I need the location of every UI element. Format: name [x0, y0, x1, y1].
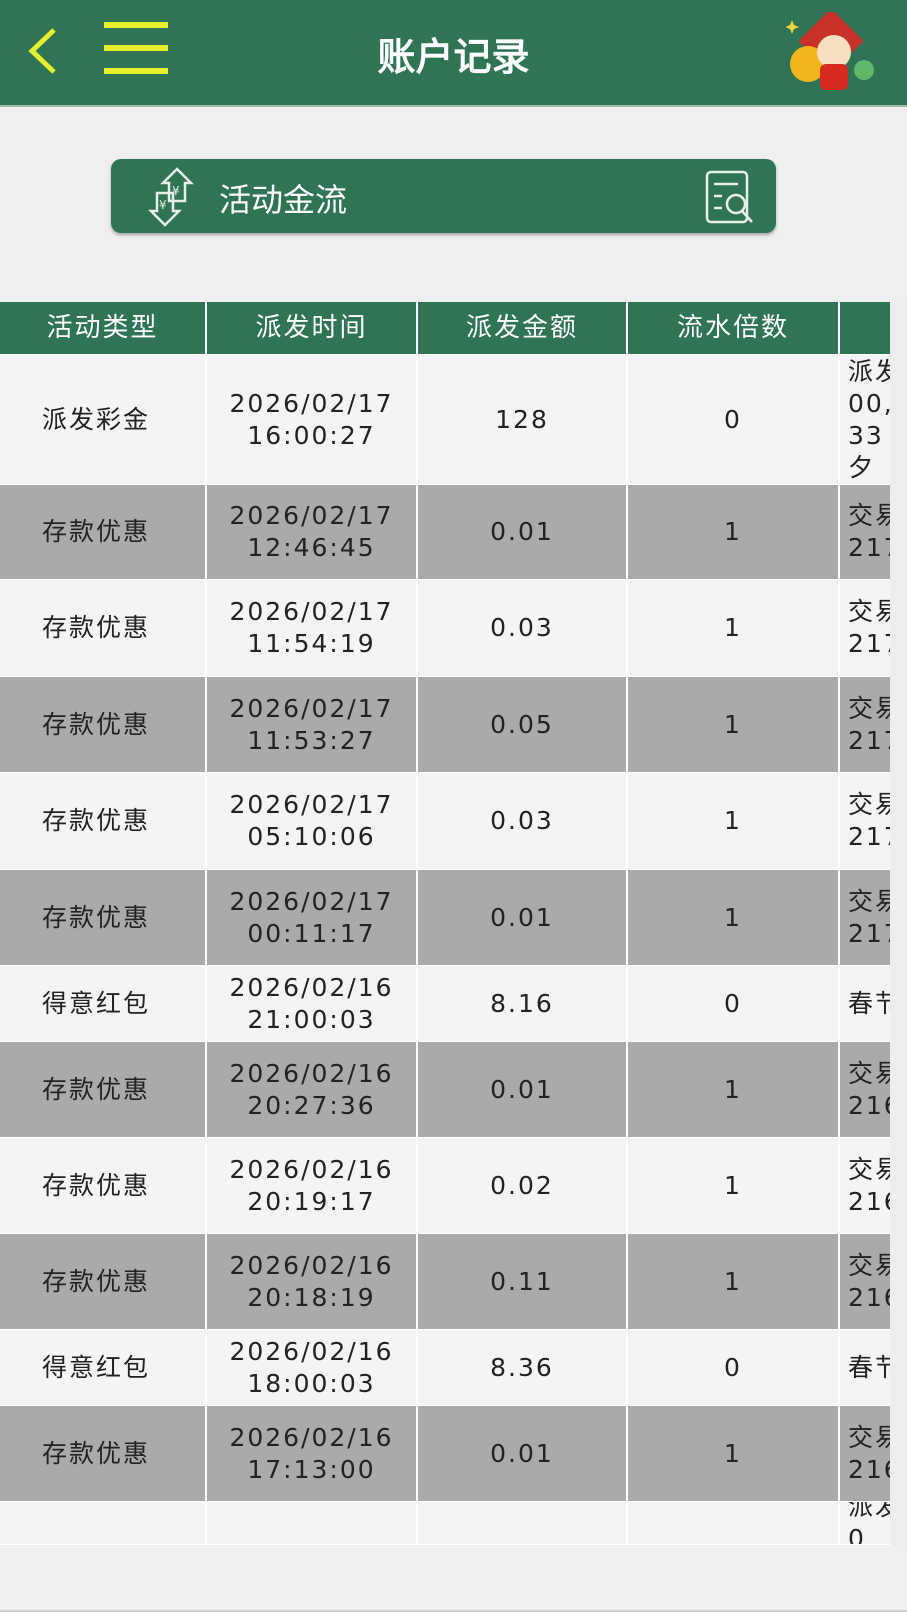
cell-amount: 0.01 — [418, 870, 628, 965]
records-table: 活动类型 派发时间 派发金额 流水倍数 派发彩金 2026/02/17 16:00… — [0, 302, 890, 1545]
cell-amount: 0.03 — [418, 773, 628, 869]
svg-text:¥: ¥ — [159, 198, 167, 212]
cell-activity-type: 得意红包 — [0, 966, 207, 1041]
cell-note: 交易 217 — [848, 886, 890, 948]
cell-time: 2026/02/17 11:54:19 — [207, 580, 418, 676]
cell-multiplier: 1 — [628, 1138, 840, 1233]
currency-exchange-arrows-icon: ¥ ¥ — [147, 167, 195, 227]
table-row[interactable]: 派发 0 — [0, 1502, 890, 1545]
cell-multiplier: 1 — [628, 1406, 840, 1501]
chevron-left-icon[interactable] — [26, 26, 60, 76]
page-title: 账户记录 — [377, 35, 530, 79]
activity-funds-banner[interactable]: ¥ ¥ 活动金流 — [111, 159, 776, 233]
cell-activity-type: 存款优惠 — [0, 1406, 207, 1501]
cell-time: 2026/02/16 20:18:19 — [207, 1234, 418, 1329]
cell-time: 2026/02/17 05:10:06 — [207, 773, 418, 869]
cell-note: 交易 216 — [848, 1250, 890, 1312]
cell-activity-type: 存款优惠 — [0, 1042, 207, 1137]
table-header: 活动类型 派发时间 派发金额 流水倍数 — [0, 302, 890, 355]
cell-multiplier: 1 — [628, 485, 840, 579]
cell-amount: 0.11 — [418, 1234, 628, 1329]
cell-multiplier: 1 — [628, 677, 840, 772]
cell-activity-type: 派发彩金 — [0, 355, 207, 484]
column-header: 派发金额 — [418, 302, 628, 354]
cell-multiplier: 1 — [628, 773, 840, 869]
cell-activity-type: 得意红包 — [0, 1330, 207, 1405]
cell-multiplier: 1 — [628, 1234, 840, 1329]
document-search-icon[interactable] — [704, 169, 756, 225]
column-header: 流水倍数 — [628, 302, 840, 354]
cell-note: 春节 — [848, 988, 890, 1018]
cell-activity-type: 存款优惠 — [0, 1138, 207, 1233]
cell-note: 派发 00, 33 夕 — [848, 356, 890, 482]
cell-note: 交易 216 — [848, 1154, 890, 1216]
scroll-area-edge — [890, 302, 907, 1545]
cell-time: 2026/02/16 20:27:36 — [207, 1042, 418, 1137]
cell-note: 交易 217 — [848, 501, 890, 562]
cell-activity-type: 存款优惠 — [0, 1234, 207, 1329]
cell-activity-type: 存款优惠 — [0, 485, 207, 579]
cell-note: 交易 217 — [848, 693, 890, 755]
cell-note: 春节 — [848, 1352, 890, 1382]
cell-activity-type: 存款优惠 — [0, 870, 207, 965]
cell-time: 2026/02/17 11:53:27 — [207, 677, 418, 772]
cell-amount: 0.05 — [418, 677, 628, 772]
cell-note: 交易 217 — [848, 597, 890, 658]
column-header: 活动类型 — [0, 302, 207, 354]
cell-activity-type — [0, 1502, 207, 1544]
cell-amount: 8.36 — [418, 1330, 628, 1405]
cell-time: 2026/02/16 18:00:03 — [207, 1330, 418, 1405]
cell-multiplier: 0 — [628, 355, 840, 484]
cell-amount: 0.01 — [418, 1042, 628, 1137]
cell-note: 交易 217 — [848, 790, 890, 851]
cell-amount: 128 — [418, 355, 628, 484]
cell-multiplier — [628, 1502, 840, 1544]
cell-amount: 0.02 — [418, 1138, 628, 1233]
cell-amount: 0.01 — [418, 1406, 628, 1501]
cell-note: 派发 0 — [848, 1502, 890, 1544]
cell-amount: 0.01 — [418, 485, 628, 579]
cell-activity-type: 存款优惠 — [0, 677, 207, 772]
top-bar: 账户记录 — [0, 0, 907, 107]
new-year-mascot-icon[interactable] — [786, 12, 878, 98]
cell-time: 2026/02/17 00:11:17 — [207, 870, 418, 965]
bottom-area — [0, 1545, 907, 1612]
cell-multiplier: 1 — [628, 580, 840, 676]
cell-time — [207, 1502, 418, 1544]
cell-note: 交易 216 — [848, 1422, 890, 1484]
cell-time: 2026/02/17 16:00:27 — [207, 355, 418, 484]
cell-multiplier: 0 — [628, 966, 840, 1041]
cell-time: 2026/02/16 17:13:00 — [207, 1406, 418, 1501]
table-row[interactable]: 得意红包 2026/02/16 18:00:03 8.36 0 春节 — [0, 1330, 890, 1406]
cell-multiplier: 1 — [628, 870, 840, 965]
cell-activity-type: 存款优惠 — [0, 580, 207, 676]
svg-text:¥: ¥ — [172, 184, 180, 198]
cell-time: 2026/02/16 20:19:17 — [207, 1138, 418, 1233]
cell-multiplier: 0 — [628, 1330, 840, 1405]
cell-time: 2026/02/17 12:46:45 — [207, 485, 418, 579]
hamburger-menu-icon[interactable] — [104, 22, 168, 74]
cell-amount: 0.03 — [418, 580, 628, 676]
table-row[interactable]: 得意红包 2026/02/16 21:00:03 8.16 0 春节 — [0, 966, 890, 1042]
cell-activity-type: 存款优惠 — [0, 773, 207, 869]
column-header — [840, 302, 890, 354]
banner-label: 活动金流 — [219, 181, 348, 219]
cell-amount: 8.16 — [418, 966, 628, 1041]
table-row[interactable]: 派发彩金 2026/02/17 16:00:27 128 0 派发 00, 33 夕 — [0, 355, 890, 485]
cell-time: 2026/02/16 21:00:03 — [207, 966, 418, 1041]
cell-multiplier: 1 — [628, 1042, 840, 1137]
cell-amount — [418, 1502, 628, 1544]
column-header: 派发时间 — [207, 302, 418, 354]
cell-note: 交易 216 — [848, 1058, 890, 1120]
